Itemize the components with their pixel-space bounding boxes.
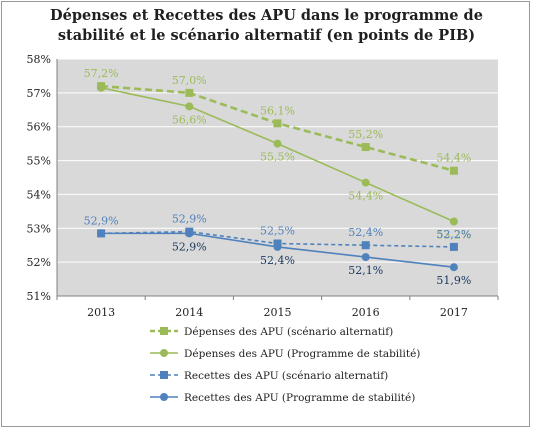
chart-title: Dépenses et Recettes des APU dans le pro… (50, 7, 483, 44)
data-point (97, 83, 106, 92)
data-label: 57,0% (172, 74, 207, 87)
data-label: 52,9% (172, 213, 207, 226)
legend-label: Recettes des APU (Programme de stabilité… (184, 392, 415, 404)
plot-area (57, 59, 498, 296)
data-label: 52,4% (348, 226, 383, 239)
data-label: 52,9% (172, 240, 207, 253)
data-point (97, 229, 106, 238)
legend-marker (160, 371, 168, 379)
data-point (185, 88, 194, 97)
x-tick-label: 2013 (87, 306, 115, 319)
legend-label: Dépenses des APU (Programme de stabilité… (184, 348, 420, 360)
data-label: 52,2% (436, 228, 471, 241)
data-point (273, 139, 282, 148)
y-tick-label: 58% (27, 53, 51, 66)
y-tick-label: 52% (27, 256, 51, 269)
data-label: 56,6% (172, 113, 207, 126)
data-label: 52,5% (260, 225, 295, 238)
y-tick-label: 56% (27, 121, 51, 134)
x-tick-label: 2016 (352, 306, 380, 319)
data-label: 51,9% (436, 274, 471, 287)
legend-marker (160, 327, 168, 335)
data-label: 54,4% (436, 152, 471, 165)
x-tick-label: 2015 (264, 306, 292, 319)
data-label: 57,2% (84, 67, 119, 80)
data-point (361, 241, 370, 250)
data-point (449, 217, 458, 226)
data-label: 55,2% (348, 128, 383, 141)
data-point (185, 229, 194, 238)
data-point (361, 178, 370, 187)
legend-label: Recettes des APU (scénario alternatif) (184, 370, 388, 382)
y-tick-label: 57% (27, 87, 51, 100)
x-tick-label: 2014 (175, 306, 203, 319)
data-point (449, 242, 458, 251)
legend-marker (160, 349, 168, 357)
y-tick-label: 54% (27, 188, 51, 201)
y-tick-label: 55% (27, 155, 51, 168)
data-label: 53,2% (436, 229, 471, 242)
legend-label: Dépenses des APU (scénario alternatif) (184, 326, 393, 338)
data-point (361, 253, 370, 262)
data-label: 52,9% (84, 214, 119, 227)
data-point (449, 263, 458, 272)
data-label: 55,5% (260, 151, 295, 164)
y-tick-label: 51% (27, 290, 51, 303)
data-point (361, 143, 370, 152)
legend-marker (160, 393, 168, 401)
data-point (185, 102, 194, 111)
data-label: 52,4% (260, 254, 295, 267)
data-label: 56,1% (260, 104, 295, 117)
data-point (273, 119, 282, 128)
y-tick-label: 53% (27, 222, 51, 235)
data-label: 52,1% (348, 264, 383, 277)
x-tick-label: 2017 (440, 306, 468, 319)
data-label: 54,4% (348, 190, 383, 203)
data-point (273, 242, 282, 251)
data-point (449, 166, 458, 175)
